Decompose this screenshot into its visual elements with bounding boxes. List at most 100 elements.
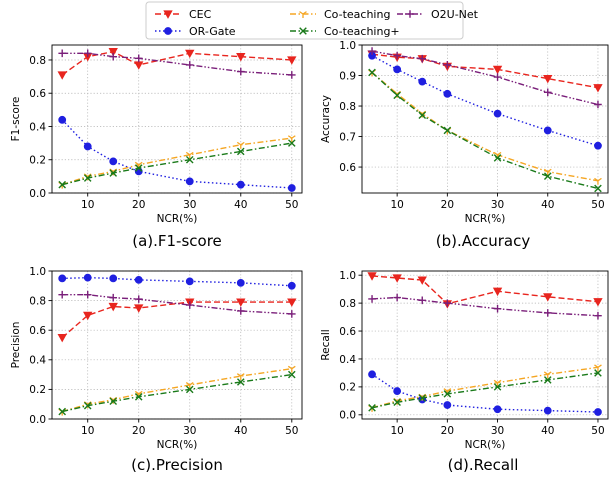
- data-point: [393, 51, 401, 60]
- legend-marker-icon: [299, 27, 307, 35]
- data-point: [58, 115, 67, 124]
- x-tick-label: 30: [183, 199, 196, 211]
- x-tick-label: 50: [591, 199, 604, 211]
- data-point: [83, 49, 92, 58]
- y-tick-label: 0.0: [339, 410, 356, 422]
- panel-accuracy: 10 20 30 40 50 0.6 0.7 0.8 0.9 1.0 NCR(%) Accuracy (…: [320, 40, 609, 250]
- series-or-gate: [368, 370, 602, 416]
- data-point: [287, 56, 297, 65]
- data-point: [288, 139, 296, 147]
- data-point: [236, 67, 245, 76]
- data-point: [493, 304, 502, 313]
- data-point: [185, 277, 194, 286]
- panel-caption: (d).Recall: [448, 456, 519, 474]
- data-point: [543, 293, 553, 302]
- series-co-teaching: [368, 369, 602, 412]
- data-point: [236, 278, 245, 287]
- x-tick-label: 50: [285, 425, 298, 437]
- data-point: [418, 77, 427, 86]
- series-co-teaching: [58, 370, 296, 416]
- panel-precision: 10 20 30 40 50 0.0 0.2 0.4 0.6 0.8 1.0 NCR(%) Precis…: [10, 266, 303, 474]
- series-line: [62, 276, 292, 287]
- series-line: [61, 301, 292, 339]
- data-point: [236, 298, 246, 307]
- data-point: [543, 88, 552, 97]
- data-point: [543, 309, 552, 317]
- data-point: [287, 365, 296, 373]
- data-point: [393, 293, 401, 302]
- data-point: [368, 295, 376, 303]
- data-point: [287, 281, 296, 290]
- series-o2u-net: [368, 293, 602, 320]
- legend-marker-icon: [164, 27, 172, 35]
- data-point: [543, 371, 552, 379]
- data-point: [134, 164, 143, 172]
- data-point: [593, 84, 603, 93]
- y-tick-label: 0.0: [29, 414, 46, 426]
- data-point: [185, 61, 194, 69]
- series-line: [371, 71, 599, 182]
- data-point: [368, 370, 376, 379]
- data-point: [57, 334, 67, 343]
- y-tick-label: 0.2: [339, 382, 356, 394]
- data-point: [443, 390, 452, 398]
- data-point: [393, 65, 402, 74]
- y-tick-label: 0.6: [339, 326, 356, 338]
- data-point: [134, 393, 143, 401]
- series-co-teaching: [368, 68, 602, 193]
- data-point: [109, 397, 118, 406]
- series-o2u-net: [58, 290, 296, 318]
- x-tick-label: 10: [81, 425, 94, 437]
- data-point: [368, 47, 376, 55]
- data-point: [594, 408, 602, 416]
- legend-marker-icon: [163, 10, 173, 19]
- series-line: [62, 367, 292, 413]
- data-point: [417, 276, 427, 285]
- grid: [52, 270, 302, 420]
- legend-item-cec: CEC: [155, 8, 212, 21]
- data-point: [236, 373, 245, 381]
- y-tick-label: 0.6: [29, 325, 46, 337]
- data-point: [134, 61, 144, 70]
- data-point: [443, 126, 452, 135]
- data-point: [58, 180, 66, 189]
- panel-recall: 10 20 30 40 50 0.0 0.2 0.4 0.6 0.8 1.0 NCR(%) Recall…: [320, 270, 609, 474]
- data-point: [543, 74, 553, 84]
- data-point: [393, 387, 402, 395]
- y-tick-label: 0.8: [29, 295, 46, 307]
- series-or-gate: [58, 273, 296, 290]
- data-point: [443, 299, 452, 307]
- x-tick-label: 10: [81, 199, 94, 211]
- series-cec: [367, 272, 603, 309]
- x-axis-label: NCR(%): [157, 439, 198, 451]
- x-tick-label: 20: [441, 199, 454, 211]
- data-point: [236, 147, 245, 156]
- legend-item-o2u-net: O2U-Net: [397, 8, 479, 21]
- data-point: [492, 287, 503, 297]
- data-point: [287, 184, 296, 192]
- data-point: [134, 275, 143, 284]
- y-tick-label: 0.6: [339, 162, 356, 174]
- legend-frame: [145, 1, 464, 40]
- data-point: [134, 304, 144, 313]
- data-point: [185, 151, 194, 159]
- y-tick-label: 0.8: [29, 55, 46, 67]
- y-axis-label: Recall: [320, 329, 332, 360]
- x-tick-label: 30: [491, 425, 504, 437]
- data-point: [58, 290, 67, 299]
- plot-frame: [361, 270, 609, 420]
- series-line: [61, 119, 292, 189]
- data-point: [594, 364, 602, 372]
- data-point: [109, 52, 118, 61]
- series-line: [371, 55, 599, 147]
- data-point: [543, 168, 552, 176]
- legend: CEC OR-Gate Co-teaching Co-teaching+ O2U-Net: [145, 1, 479, 40]
- data-point: [543, 406, 552, 415]
- series-line: [371, 373, 598, 413]
- y-tick-label: 0.0: [29, 188, 46, 200]
- legend-label: Co-teaching+: [324, 25, 400, 38]
- y-tick-label: 1.0: [339, 270, 356, 282]
- x-tick-label: 50: [591, 425, 604, 437]
- legend-label: OR-Gate: [189, 25, 236, 38]
- data-point: [134, 295, 143, 303]
